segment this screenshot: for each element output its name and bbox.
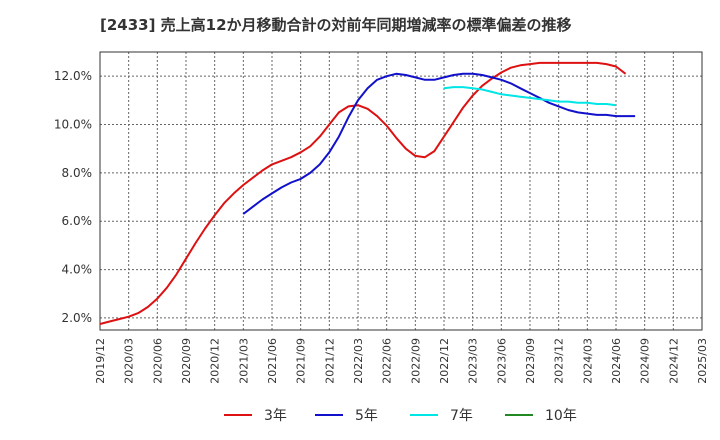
y-tick-label: 2.0% — [62, 311, 93, 325]
x-tick-label: 2020/06 — [151, 338, 164, 384]
x-tick-label: 2024/09 — [639, 338, 652, 384]
x-tick-label: 2021/03 — [237, 338, 250, 384]
x-tick-label: 2025/03 — [696, 338, 709, 384]
x-tick-label: 2023/12 — [553, 338, 566, 384]
x-tick-label: 2019/12 — [94, 338, 107, 384]
legend-item-5yr: 5年 — [315, 400, 378, 430]
line-chart: 2019/12 2020/03 2020/06 2020/09 2020/12 2021/… — [54, 51, 709, 384]
x-tick-label: 2022/06 — [381, 338, 394, 384]
x-tick-label: 2020/03 — [123, 338, 136, 384]
y-tick-label: 4.0% — [62, 263, 93, 277]
x-tick-label: 2023/03 — [467, 338, 480, 384]
legend-swatch-3yr — [224, 414, 252, 416]
x-tick-label: 2020/12 — [209, 338, 222, 384]
series-line-3yr — [99, 61, 627, 325]
plot-area — [99, 51, 703, 331]
y-tick-label: 6.0% — [62, 214, 93, 228]
legend-item-10yr: 10年 — [505, 400, 577, 430]
series-line-7yr — [443, 86, 617, 107]
legend-label-5yr: 5年 — [355, 408, 378, 424]
x-tick-label: 2021/09 — [295, 338, 308, 384]
y-tick-label: 8.0% — [62, 166, 93, 180]
y-tick-label: 12.0% — [54, 69, 92, 83]
x-tick-label: 2024/12 — [667, 338, 680, 384]
x-tick-label: 2022/03 — [352, 338, 365, 384]
series-line-5yr — [242, 72, 636, 215]
legend-swatch-7yr — [410, 414, 438, 416]
legend-label-7yr: 7年 — [450, 408, 473, 424]
chart-legend: 3年 5年 7年 10年 — [0, 400, 720, 430]
legend-item-7yr: 7年 — [410, 400, 473, 430]
legend-label-10yr: 10年 — [545, 408, 577, 424]
chart-title: [2433] 売上高12か月移動合計の対前年同期増減率の標準偏差の推移 — [100, 16, 572, 34]
plot-border — [99, 51, 703, 331]
legend-label-3yr: 3年 — [264, 408, 287, 424]
legend-swatch-5yr — [315, 414, 343, 416]
legend-item-3yr: 3年 — [224, 400, 287, 430]
x-tick-label: 2020/09 — [180, 338, 193, 384]
legend-swatch-10yr — [505, 414, 533, 416]
x-tick-label: 2022/09 — [409, 338, 422, 384]
x-tick-label: 2024/06 — [610, 338, 623, 384]
x-tick-label: 2021/06 — [266, 338, 279, 384]
x-tick-label: 2022/12 — [438, 338, 451, 384]
x-tick-label: 2021/12 — [323, 338, 336, 384]
x-tick-label: 2024/03 — [581, 338, 594, 384]
x-tick-label: 2023/06 — [495, 338, 508, 384]
y-tick-label: 10.0% — [54, 118, 92, 132]
x-tick-label: 2023/09 — [524, 338, 537, 384]
